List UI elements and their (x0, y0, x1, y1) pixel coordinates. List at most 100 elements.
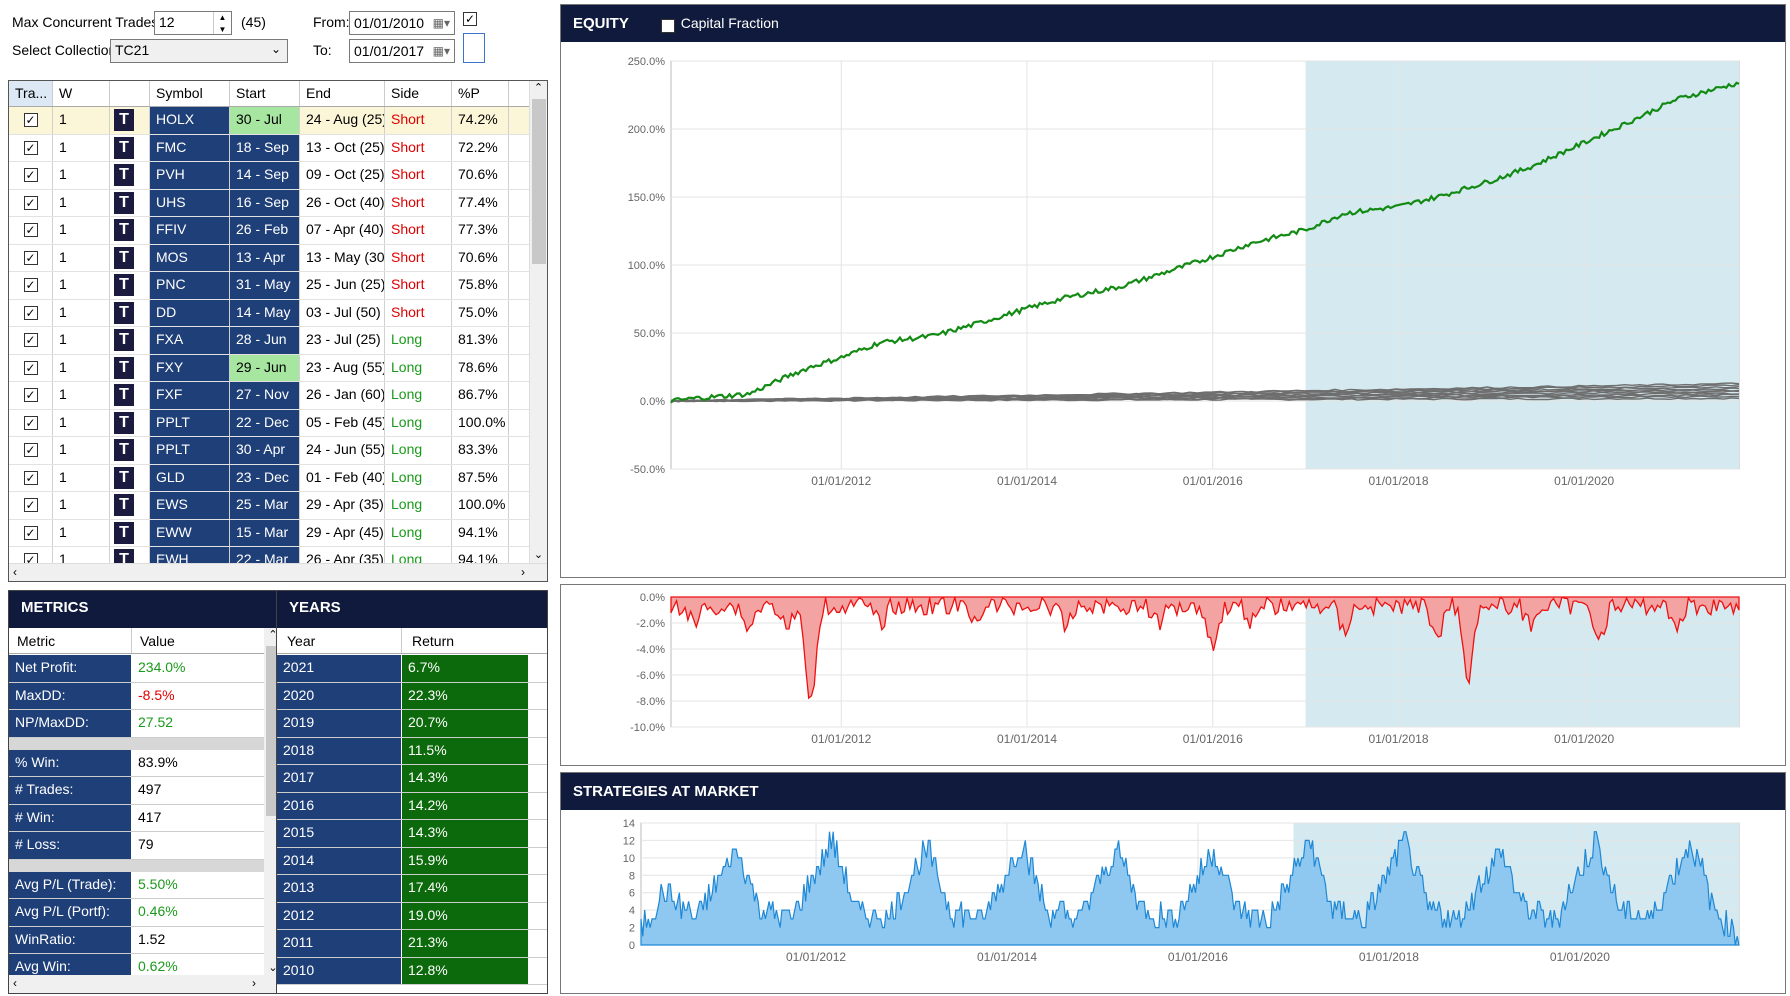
weight-cell[interactable]: 1 (53, 547, 110, 574)
trade-enabled-checkbox[interactable]: ✓ (23, 195, 38, 210)
table-row[interactable]: ✓ 1 T EWW 15 - Mar 29 - Apr (45) Long 94.1% (9, 519, 547, 547)
pct-cell[interactable]: 72.2% (452, 134, 509, 161)
end-cell[interactable]: 13 - May (30) (300, 244, 385, 271)
table-row[interactable]: ✓ 1 T FMC 18 - Sep 13 - Oct (25) Short 72.2% (9, 134, 547, 162)
side-cell[interactable]: Short (385, 189, 452, 216)
trade-enabled-checkbox[interactable]: ✓ (23, 250, 38, 265)
symbol-cell[interactable]: PVH (150, 162, 230, 189)
trade-enabled-cell[interactable]: ✓ (9, 382, 53, 409)
side-cell[interactable]: Long (385, 437, 452, 464)
apply-button[interactable] (463, 33, 485, 63)
end-cell[interactable]: 05 - Feb (45) (300, 409, 385, 436)
trade-enabled-checkbox[interactable]: ✓ (23, 388, 38, 402)
table-row[interactable]: ✓ 1 T PVH 14 - Sep 09 - Oct (25) Short 70.6% (9, 162, 547, 190)
start-cell[interactable]: 23 - Dec (230, 464, 300, 491)
side-cell[interactable]: Short (385, 244, 452, 271)
symbol-cell[interactable]: FFIV (150, 217, 230, 244)
scroll-right-icon[interactable]: › (252, 976, 256, 990)
table-row[interactable]: ✓ 1 T UHS 16 - Sep 26 - Oct (40) Short 77.4% (9, 189, 547, 217)
weight-cell[interactable]: 1 (53, 382, 110, 409)
pct-cell[interactable]: 74.2% (452, 107, 509, 134)
start-cell[interactable]: 29 - Jun (230, 354, 300, 381)
pct-cell[interactable]: 87.5% (452, 464, 509, 491)
scroll-left-icon[interactable]: ‹ (13, 976, 17, 990)
table-row[interactable]: ✓ 1 T FXY 29 - Jun 23 - Aug (55) Long 78.6% (9, 354, 547, 382)
trade-enabled-checkbox[interactable]: ✓ (23, 278, 38, 292)
weight-cell[interactable]: 1 (53, 519, 110, 546)
start-cell[interactable]: 27 - Nov (230, 382, 300, 409)
pct-cell[interactable]: 77.4% (452, 189, 509, 216)
col-header-end[interactable]: End (300, 81, 385, 106)
end-cell[interactable]: 07 - Apr (40) (300, 217, 385, 244)
symbol-cell[interactable]: FMC (150, 134, 230, 161)
end-cell[interactable]: 29 - Apr (45) (300, 519, 385, 546)
symbol-cell[interactable]: PNC (150, 272, 230, 299)
symbol-cell[interactable]: DD (150, 299, 230, 326)
side-cell[interactable]: Long (385, 464, 452, 491)
weight-cell[interactable]: 1 (53, 134, 110, 161)
trade-enabled-checkbox[interactable]: ✓ (23, 443, 38, 457)
table-row[interactable]: ✓ 1 T PPLT 22 - Dec 05 - Feb (45) Long 100.0% (9, 409, 547, 437)
col-header-weight[interactable]: W (53, 81, 110, 106)
start-cell[interactable]: 26 - Feb (230, 217, 300, 244)
end-cell[interactable]: 23 - Jul (25) (300, 327, 385, 354)
trade-enabled-cell[interactable]: ✓ (9, 354, 53, 381)
weight-cell[interactable]: 1 (53, 464, 110, 491)
symbol-cell[interactable]: FXY (150, 354, 230, 381)
calendar-icon[interactable]: ▦▾ (432, 44, 450, 58)
table-row[interactable]: ✓ 1 T PNC 31 - May 25 - Jun (25) Short 75.8% (9, 272, 547, 300)
start-cell[interactable]: 31 - May (230, 272, 300, 299)
pct-cell[interactable]: 70.6% (452, 162, 509, 189)
pct-cell[interactable]: 81.3% (452, 327, 509, 354)
symbol-cell[interactable]: EWW (150, 519, 230, 546)
symbol-cell[interactable]: GLD (150, 464, 230, 491)
col-header-type[interactable] (110, 81, 150, 106)
trade-enabled-checkbox[interactable]: ✓ (23, 525, 38, 540)
col-header-start[interactable]: Start (230, 81, 300, 106)
weight-cell[interactable]: 1 (53, 327, 110, 354)
weight-cell[interactable]: 1 (53, 409, 110, 436)
end-cell[interactable]: 01 - Feb (40) (300, 464, 385, 491)
trade-enabled-cell[interactable]: ✓ (9, 464, 53, 491)
pct-cell[interactable]: 83.3% (452, 437, 509, 464)
side-cell[interactable]: Short (385, 162, 452, 189)
trade-enabled-cell[interactable]: ✓ (9, 409, 53, 436)
side-cell[interactable]: Short (385, 272, 452, 299)
start-cell[interactable]: 30 - Jul (230, 107, 300, 134)
trade-enabled-checkbox[interactable]: ✓ (23, 333, 38, 347)
start-cell[interactable]: 30 - Apr (230, 437, 300, 464)
table-row[interactable]: ✓ 1 T EWS 25 - Mar 29 - Apr (35) Long 100.0% (9, 492, 547, 520)
calendar-icon[interactable]: ▦▾ (432, 16, 450, 30)
trade-enabled-cell[interactable]: ✓ (9, 519, 53, 546)
side-cell[interactable]: Short (385, 299, 452, 326)
col-header-symbol[interactable]: Symbol (150, 81, 230, 106)
start-cell[interactable]: 14 - May (230, 299, 300, 326)
symbol-cell[interactable]: MOS (150, 244, 230, 271)
scrollbar-thumb[interactable] (532, 99, 546, 264)
side-cell[interactable]: Long (385, 519, 452, 546)
capital-fraction-checkbox[interactable]: ✓ (660, 19, 675, 33)
trade-enabled-cell[interactable]: ✓ (9, 272, 53, 299)
end-cell[interactable]: 26 - Jan (60) (300, 382, 385, 409)
end-cell[interactable]: 09 - Oct (25) (300, 162, 385, 189)
trade-enabled-cell[interactable]: ✓ (9, 244, 53, 271)
table-row[interactable]: ✓ 1 T FXA 28 - Jun 23 - Jul (25) Long 81.3% (9, 327, 547, 355)
scroll-up-icon[interactable]: ⌃ (268, 629, 278, 641)
trade-enabled-checkbox[interactable]: ✓ (23, 168, 38, 182)
start-cell[interactable]: 14 - Sep (230, 162, 300, 189)
symbol-cell[interactable]: PPLT (150, 409, 230, 436)
vertical-scrollbar[interactable]: ⌃ ⌄ (529, 81, 547, 581)
symbol-cell[interactable]: HOLX (150, 107, 230, 134)
trade-enabled-cell[interactable]: ✓ (9, 437, 53, 464)
pct-cell[interactable]: 75.0% (452, 299, 509, 326)
trade-enabled-cell[interactable]: ✓ (9, 217, 53, 244)
pct-cell[interactable]: 100.0% (452, 409, 509, 436)
to-date-picker[interactable]: 01/01/2017 ▦▾ (349, 39, 455, 63)
trade-enabled-cell[interactable]: ✓ (9, 189, 53, 216)
symbol-cell[interactable]: UHS (150, 189, 230, 216)
col-header-pct[interactable]: %P (452, 81, 509, 106)
side-cell[interactable]: Short (385, 217, 452, 244)
pct-cell[interactable]: 86.7% (452, 382, 509, 409)
side-cell[interactable]: Long (385, 327, 452, 354)
start-cell[interactable]: 22 - Dec (230, 409, 300, 436)
